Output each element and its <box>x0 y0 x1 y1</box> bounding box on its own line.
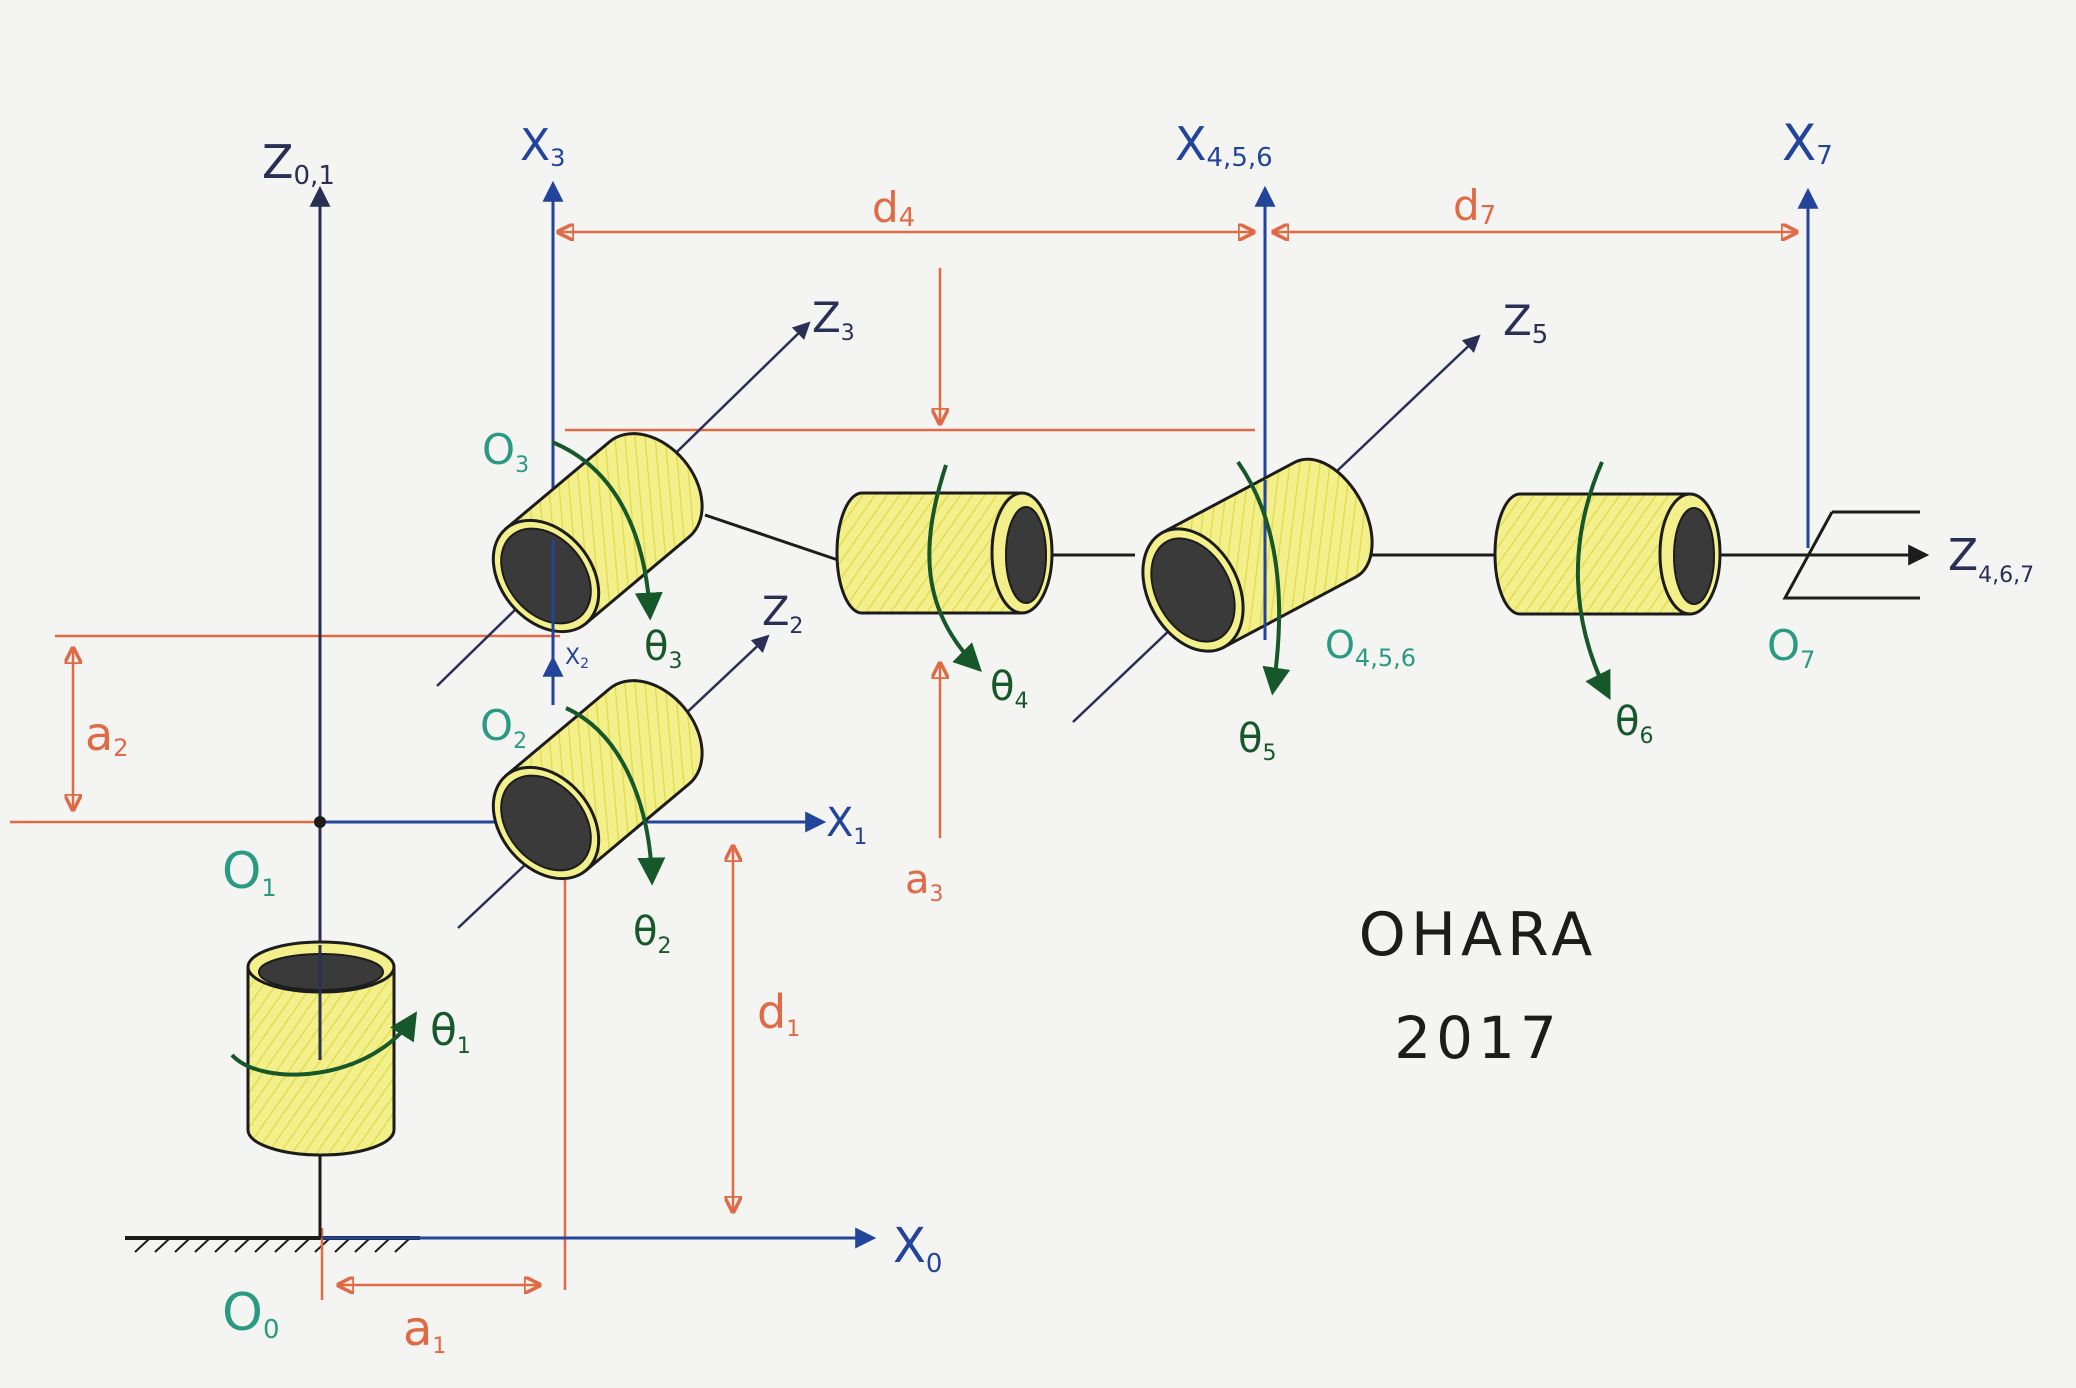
dimension-lines <box>10 232 1795 1300</box>
joint-angle-labels: θ1 θ2 θ3 θ4 θ5 θ6 <box>430 624 1653 1059</box>
z01-label: Z0,1 <box>262 135 335 191</box>
o456-label: O4,5,6 <box>1325 623 1416 672</box>
signature-year: 2017 <box>1394 1004 1562 1072</box>
o1-point <box>314 816 326 828</box>
joint-2-cylinder <box>491 679 704 881</box>
x2-label: X2 <box>565 645 589 672</box>
origin-labels: O0 O1 O2 O3 O4,5,6 O7 <box>222 425 1815 1345</box>
joint-6-cylinder <box>1493 492 1722 616</box>
theta1-label: θ1 <box>430 1005 471 1059</box>
d1-label: d1 <box>757 985 800 1042</box>
z2-label: Z2 <box>762 589 803 639</box>
joint-5-cylinder <box>1141 457 1374 653</box>
d7-label: d7 <box>1453 181 1496 231</box>
axis-labels: Z0,1 X0 X1 X2 X3 X4,5,6 X7 Z2 Z3 Z5 Z4,6… <box>262 114 2034 1279</box>
x3-label: X3 <box>520 120 565 172</box>
a2-label: a2 <box>85 707 128 762</box>
rotation-arrows <box>230 440 1611 1077</box>
z5-label: Z5 <box>1503 296 1548 350</box>
theta4-arrow <box>927 464 982 672</box>
signature: OHARA 2017 <box>1359 900 1598 1072</box>
dimension-labels: a1 a2 a3 d1 d4 d7 <box>85 181 1496 1359</box>
theta2-arrow <box>565 706 666 886</box>
signature-name: OHARA <box>1359 900 1598 970</box>
ground <box>125 1236 420 1253</box>
z467-label: Z4,6,7 <box>1948 530 2034 588</box>
x7-label: X7 <box>1782 114 1833 172</box>
d4-label: d4 <box>872 183 915 233</box>
x456-label: X4,5,6 <box>1175 117 1273 173</box>
links <box>318 510 1930 1238</box>
a3-label: a3 <box>905 857 944 907</box>
o3-label: O3 <box>482 425 529 478</box>
z3-label: Z3 <box>812 293 855 346</box>
theta4-label: θ4 <box>990 664 1028 714</box>
x1-label: X1 <box>826 800 867 850</box>
x0-label: X0 <box>893 1218 942 1279</box>
frame-axes <box>322 180 1819 1249</box>
o1-label: O1 <box>222 842 277 902</box>
theta6-arrow <box>1576 461 1611 700</box>
theta3-label: θ3 <box>644 624 682 674</box>
joint-3-cylinder <box>491 432 704 634</box>
theta5-label: θ5 <box>1238 716 1276 766</box>
joint-4-cylinder <box>835 491 1054 615</box>
a1-label: a1 <box>403 1301 446 1359</box>
theta3-arrow <box>551 440 663 621</box>
theta5-arrow <box>1236 460 1291 696</box>
theta1-arrow <box>230 1011 418 1077</box>
theta6-label: θ6 <box>1615 699 1653 749</box>
joint-1-cylinder <box>246 940 396 1157</box>
o7-label: O7 <box>1767 621 1815 674</box>
theta2-label: θ2 <box>633 909 671 959</box>
o0-label: O0 <box>222 1283 279 1345</box>
o2-label: O2 <box>480 701 527 754</box>
